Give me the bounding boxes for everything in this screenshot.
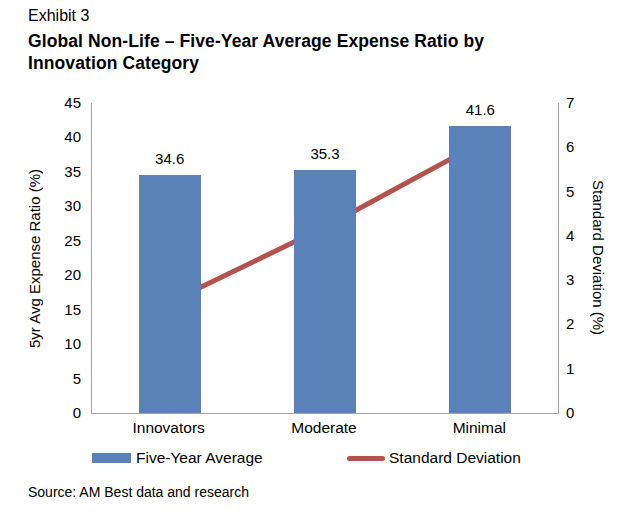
left-axis-ticks: 051015202530354045 xyxy=(0,103,81,413)
axis-tick: 40 xyxy=(0,128,81,146)
bar-moderate xyxy=(294,170,356,413)
axis-tick: 0 xyxy=(0,404,81,422)
axis-tick: 10 xyxy=(0,335,81,353)
legend-line-swatch xyxy=(347,456,385,461)
legend-item-five-year-average: Five-Year Average xyxy=(92,448,263,468)
legend-label: Five-Year Average xyxy=(136,449,263,467)
bar-data-label: 34.6 xyxy=(130,150,210,167)
bar-data-label: 41.6 xyxy=(440,101,520,118)
axis-tick: 25 xyxy=(0,232,81,250)
axis-tick: 20 xyxy=(0,266,81,284)
axis-tick: 30 xyxy=(0,197,81,215)
right-axis-title: Standard Deviation (%) xyxy=(588,103,608,413)
legend-item-standard-deviation: Standard Deviation xyxy=(347,448,521,468)
bar-data-label: 35.3 xyxy=(285,145,365,162)
source-note: Source: AM Best data and research xyxy=(28,484,249,500)
plot-area: 34.6 35.3 41.6 xyxy=(91,103,559,414)
axis-tick: 5 xyxy=(0,370,81,388)
exhibit-label: Exhibit 3 xyxy=(28,7,89,25)
chart-title: Global Non-Life – Five-Year Average Expe… xyxy=(28,30,533,75)
legend-label: Standard Deviation xyxy=(389,449,521,467)
x-axis-label-moderate: Moderate xyxy=(254,419,394,437)
x-axis-labels: Innovators Moderate Minimal xyxy=(91,419,557,439)
chart-legend: Five-Year Average Standard Deviation xyxy=(0,448,620,468)
legend-bar-swatch xyxy=(92,453,131,463)
axis-tick: 35 xyxy=(0,163,81,181)
right-axis-title-text: Standard Deviation (%) xyxy=(590,180,607,335)
x-axis-label-innovators: Innovators xyxy=(99,419,239,437)
axis-tick: 45 xyxy=(0,94,81,112)
bar-minimal xyxy=(449,126,511,413)
x-axis-label-minimal: Minimal xyxy=(409,419,549,437)
exhibit-page: Exhibit 3 Global Non-Life – Five-Year Av… xyxy=(0,0,620,512)
bar-innovators xyxy=(139,175,201,413)
axis-tick: 15 xyxy=(0,301,81,319)
